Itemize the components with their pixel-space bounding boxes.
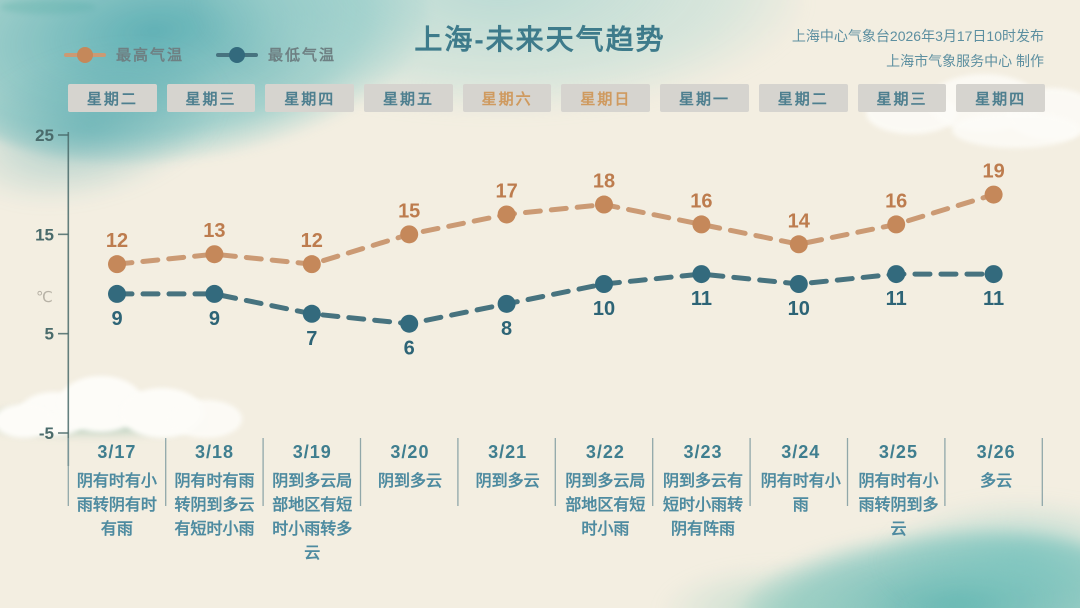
high-temp-point (497, 205, 516, 224)
date-label: 3/22 (585, 442, 625, 462)
day-cell-3/21: 3/21 阴到多云 (459, 442, 557, 566)
weather-text: 阴有时有雨转阴到多云有短时小雨 (174, 473, 255, 538)
source-info: 上海中心气象台2026年3月17日10时发布 上海市气象服务中心 制作 (792, 24, 1044, 73)
high-temp-point (692, 215, 711, 234)
y-axis-tick-label: 25 (35, 126, 54, 145)
date-label: 3/23 (683, 442, 723, 462)
weather-text: 阴到多云局部地区有短时小雨 (565, 473, 646, 538)
high-temp-point (595, 195, 613, 214)
high-temp-value: 12 (301, 230, 323, 252)
high-temp-point (887, 215, 906, 234)
high-temp-value: 16 (690, 190, 712, 212)
low-temp-point (108, 284, 126, 303)
high-temp-value: 16 (885, 190, 907, 212)
day-cell-3/23: 3/23 阴到多云有短时小雨转阴有阵雨 (654, 442, 752, 566)
high-temp-point (205, 245, 224, 264)
high-temp-value: 14 (788, 210, 811, 232)
low-temp-value: 10 (788, 298, 810, 320)
high-temp-value: 15 (398, 200, 420, 222)
date-label: 3/20 (390, 442, 430, 462)
low-temp-point (497, 294, 516, 313)
high-temp-point (108, 255, 126, 274)
date-label: 3/26 (976, 442, 1016, 462)
day-cell-3/17: 3/17 阴有时有小雨转阴有时有雨 (68, 442, 166, 566)
low-temp-point (302, 304, 321, 323)
high-temp-value: 17 (495, 180, 517, 202)
low-temp-point (789, 275, 808, 293)
date-label: 3/21 (488, 442, 528, 462)
weather-text: 多云 (980, 473, 1013, 490)
legend-label-high: 最高气温 (116, 47, 185, 64)
high-temp-marker-icon (64, 46, 106, 63)
legend-label-low: 最低气温 (268, 47, 337, 64)
high-temp-point (984, 185, 1003, 204)
weather-text: 阴到多云局部地区有短时小雨转多云 (272, 473, 353, 562)
day-cell-3/22: 3/22 阴到多云局部地区有短时小雨 (556, 442, 654, 566)
weather-text: 阴有时有小雨 (760, 473, 841, 514)
daily-forecast-table: 3/17 阴有时有小雨转阴有时有雨 3/18 阴有时有雨转阴到多云有短时小雨 3/19 阴… (68, 442, 1045, 566)
low-temp-value: 9 (209, 308, 220, 330)
low-temp-line (114, 271, 997, 327)
low-temp-value: 6 (404, 338, 415, 360)
weather-text: 阴到多云 (475, 473, 540, 490)
date-label: 3/18 (195, 442, 235, 462)
date-label: 3/25 (878, 442, 918, 462)
high-temp-value: 18 (593, 171, 615, 193)
low-temp-point (887, 265, 906, 284)
y-axis-tick-label: -5 (39, 424, 54, 443)
y-axis-tick-label: 5 (45, 325, 54, 344)
source-line-2: 上海市气象服务中心 制作 (886, 52, 1044, 69)
high-temp-point (302, 255, 321, 274)
high-temp-value: 19 (982, 161, 1004, 183)
low-temp-value: 11 (983, 288, 1004, 310)
high-temp-value: 13 (203, 220, 225, 242)
day-cell-3/19: 3/19 阴到多云局部地区有短时小雨转多云 (263, 442, 361, 566)
low-temp-value: 10 (593, 298, 615, 320)
day-cell-3/26: 3/26 多云 (947, 442, 1045, 566)
legend-item-low: 最低气温 (216, 44, 336, 65)
day-cell-3/24: 3/24 阴有时有小雨 (752, 442, 850, 566)
low-temp-value: 8 (501, 318, 512, 340)
date-label: 3/17 (97, 442, 137, 462)
legend-item-high: 最高气温 (64, 44, 184, 65)
date-label: 3/19 (292, 442, 332, 462)
day-cell-3/18: 3/18 阴有时有雨转阴到多云有短时小雨 (166, 442, 264, 566)
low-temp-point (400, 314, 419, 333)
day-cell-3/25: 3/25 阴有时有小雨转阴到多云 (850, 442, 948, 566)
high-temp-point (789, 235, 808, 254)
y-axis-tick-label: 15 (35, 225, 54, 244)
weather-text: 阴到多云 (377, 473, 442, 490)
legend: 最高气温 最低气温 (64, 44, 336, 65)
date-label: 3/24 (781, 442, 821, 462)
weather-text: 阴有时有小雨转阴到多云 (858, 473, 939, 538)
low-temp-value: 11 (886, 288, 907, 310)
high-temp-line (114, 192, 997, 267)
low-temp-marker-icon (216, 46, 259, 63)
low-temp-point (692, 265, 711, 284)
low-temp-value: 11 (691, 288, 712, 310)
low-temp-value: 9 (111, 308, 122, 330)
weather-text: 阴到多云有短时小雨转阴有阵雨 (663, 473, 744, 538)
high-temp-point (400, 225, 419, 244)
low-temp-value: 7 (306, 328, 317, 350)
low-temp-point (205, 284, 224, 303)
high-temp-value: 12 (106, 230, 128, 252)
low-temp-point (595, 275, 613, 293)
source-line-1: 上海中心气象台2026年3月17日10时发布 (791, 28, 1044, 44)
low-temp-point (984, 265, 1003, 284)
y-axis-unit-label: ℃ (36, 289, 53, 306)
day-cell-3/20: 3/20 阴到多云 (361, 442, 459, 566)
weather-text: 阴有时有小雨转阴有时有雨 (76, 473, 157, 538)
